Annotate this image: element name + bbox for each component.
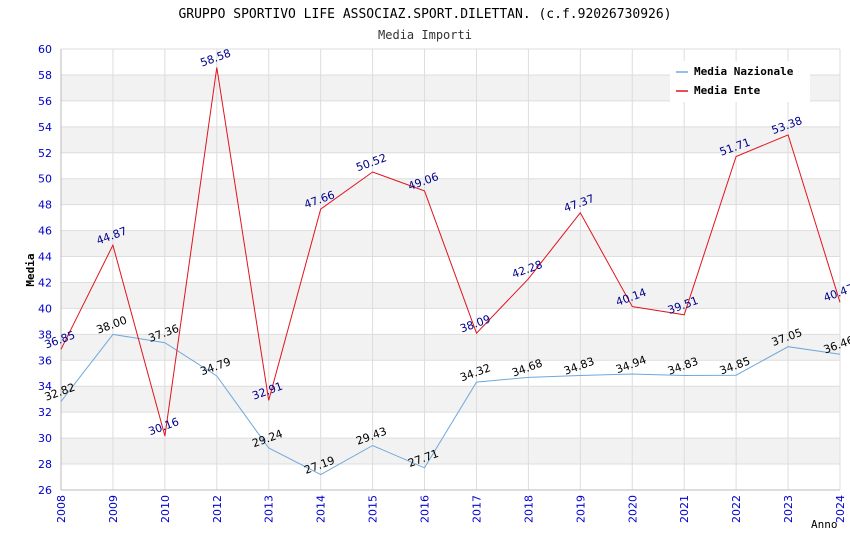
y-tick-label: 50 [38,173,52,186]
x-tick-label: 2014 [315,495,328,523]
y-tick-label: 34 [38,380,52,393]
x-tick-label: 2010 [159,495,172,523]
x-tick-label: 2019 [574,495,587,523]
grid-band [61,126,840,153]
data-label: 38.00 [95,314,129,337]
y-tick-label: 46 [38,225,52,238]
grid-band [61,438,840,465]
grid-band [61,178,840,205]
y-tick-label: 52 [38,147,52,160]
data-label: 38.09 [458,312,492,335]
y-tick-label: 60 [38,43,52,56]
grid-band [61,334,840,361]
legend-label-nazionale: Media Nazionale [694,65,794,78]
y-tick-label: 48 [38,199,52,212]
grid-band [61,386,840,413]
data-label: 42.28 [510,258,544,281]
legend: Media Nazionale Media Ente [670,61,810,102]
x-tick-label: 2013 [263,495,276,523]
data-label: 50.52 [354,151,388,174]
y-tick-label: 30 [38,432,52,445]
x-tick-label: 2017 [470,495,483,523]
x-tick-label: 2024 [834,495,847,523]
legend-box [670,61,810,102]
x-tick-label: 2023 [782,495,795,523]
legend-label-ente: Media Ente [694,84,761,97]
grid-band [61,230,840,257]
x-tick-label: 2020 [626,495,639,523]
series-line-nazionale [60,333,841,476]
y-tick-label: 44 [38,251,52,264]
x-tick-label: 2016 [419,495,432,523]
plot-background [60,48,841,491]
x-tick-label: 2012 [211,495,224,523]
y-axis-label: Media [24,253,37,286]
x-tick-label: 2018 [522,495,535,523]
y-axis-ticks: 26 28 30 32 34 36 38 40 42 44 46 48 50 52 54 56 58 60 [38,43,52,497]
grid-band [61,282,840,309]
series-line-ente [60,67,841,437]
y-tick-label: 54 [38,121,52,134]
x-axis-ticks: 2008 2009 2010 2012 2013 2014 2015 2016 2017 2018… [55,495,847,523]
y-tick-label: 56 [38,95,52,108]
x-tick-label: 2021 [678,495,691,523]
y-tick-label: 36 [38,354,52,367]
y-tick-label: 40 [38,302,52,315]
y-tick-label: 42 [38,276,52,289]
x-tick-label: 2015 [367,495,380,523]
y-tick-label: 32 [38,406,52,419]
y-tick-label: 28 [38,458,52,471]
chart-title: GRUPPO SPORTIVO LIFE ASSOCIAZ.SPORT.DILE… [178,7,671,22]
x-tick-label: 2008 [55,495,68,523]
y-tick-label: 26 [38,484,52,497]
data-label: 58.58 [199,47,233,70]
chart-subtitle: Media Importi [378,28,472,42]
x-axis-label: Anno [811,518,838,531]
x-tick-label: 2009 [107,495,120,523]
data-label: 30.16 [147,415,181,438]
y-tick-label: 58 [38,69,52,82]
x-tick-label: 2022 [730,495,743,523]
y-tick-label: 38 [38,328,52,341]
